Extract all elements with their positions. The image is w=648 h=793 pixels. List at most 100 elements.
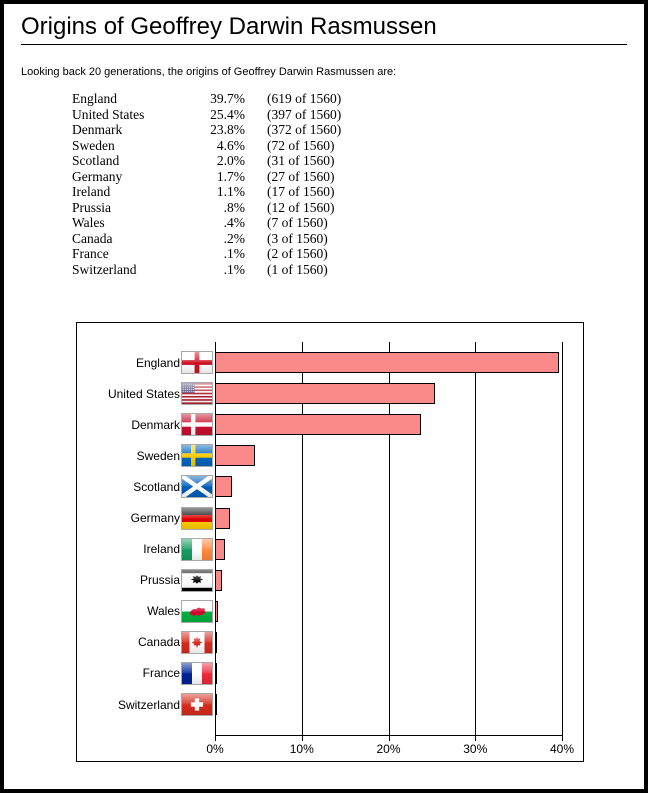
scotland-flag-icon (181, 475, 213, 499)
bar-label-france: France (142, 666, 180, 681)
bar-switzerland (215, 694, 217, 716)
axis-tick (215, 735, 216, 741)
page-title: Origins of Geoffrey Darwin Rasmussen (21, 13, 437, 40)
origin-row-france: France .1% (2 of 1560) (72, 246, 644, 262)
origin-percent: 25.4% (210, 106, 245, 122)
axis-tick (301, 735, 303, 741)
origin-percent: .4% (223, 215, 245, 230)
prussia-flag-icon (181, 568, 213, 592)
bar-sweden (215, 445, 255, 467)
chart-row-wales: Wales (77, 596, 583, 627)
bar-france (215, 662, 217, 684)
origin-country: Wales (72, 215, 105, 230)
sweden-flag-icon (181, 444, 213, 468)
germany-flag-icon (181, 506, 213, 530)
bar-scotland (215, 476, 233, 498)
chart-row-england: England (77, 347, 583, 378)
bar-label-denmark: Denmark (131, 417, 180, 432)
origin-country: Germany (72, 168, 123, 184)
origin-count: (72 of 1560) (267, 137, 335, 153)
origin-percent: .2% (223, 230, 245, 246)
chart-row-france: France (77, 658, 583, 689)
origin-percent: .8% (223, 199, 245, 215)
origin-percent: .1% (223, 246, 245, 261)
bar-track (215, 569, 562, 591)
canada-flag-icon (181, 630, 213, 654)
origin-percent: 4.6% (216, 137, 245, 153)
origin-percent: 1.7% (216, 168, 245, 184)
origin-row-prussia: Prussia .8% (12 of 1560) (72, 200, 644, 216)
bar-track (215, 445, 562, 467)
origin-country: France (72, 246, 109, 261)
origin-row-germany: Germany 1.7% (27 of 1560) (72, 169, 644, 185)
origin-country: Prussia (72, 199, 112, 215)
bar-wales (215, 600, 219, 622)
chart-row-sweden: Sweden (77, 440, 583, 471)
axis-tick-label: 40% (549, 742, 575, 756)
denmark-flag-icon (181, 413, 213, 437)
bar-label-prussia: Prussia (139, 573, 180, 588)
bar-track (215, 662, 562, 684)
origin-row-sweden: Sweden 4.6% (72 of 1560) (72, 138, 644, 154)
bar-canada (215, 631, 217, 653)
bar-track (215, 507, 562, 529)
ireland-flag-icon (181, 537, 213, 561)
bar-label-england: England (135, 355, 180, 370)
origin-count: (3 of 1560) (267, 230, 328, 246)
chart-row-united-states: United States (77, 378, 583, 409)
origin-count: (1 of 1560) (267, 261, 328, 277)
bar-track (215, 631, 562, 653)
chart-row-switzerland: Switzerland (77, 689, 583, 720)
bar-track (215, 414, 562, 436)
bar-denmark (215, 414, 422, 436)
origin-count: (2 of 1560) (267, 246, 328, 261)
origin-percent: 2.0% (216, 153, 245, 168)
origin-row-united-states: United States 25.4% (397 of 1560) (72, 107, 644, 123)
origin-country: Scotland (72, 153, 120, 168)
bar-prussia (215, 569, 222, 591)
chart-row-prussia: Prussia (77, 565, 583, 596)
origin-row-canada: Canada .2% (3 of 1560) (72, 231, 644, 247)
origin-count: (12 of 1560) (267, 199, 335, 215)
origin-count: (31 of 1560) (267, 153, 335, 168)
title-rule (21, 44, 627, 45)
bar-united-states (215, 383, 436, 405)
gridline (562, 342, 563, 735)
bar-track (215, 600, 562, 622)
bar-track (215, 476, 562, 498)
chart-row-germany: Germany (77, 502, 583, 533)
origin-country: Ireland (72, 184, 111, 199)
bar-label-canada: Canada (137, 635, 180, 650)
origin-country: England (72, 91, 117, 106)
origin-count: (372 of 1560) (267, 122, 342, 137)
origin-percent: .1% (223, 261, 245, 277)
axis-tick-label: 20% (376, 742, 401, 756)
switzerland-flag-icon (181, 693, 213, 717)
axis-tick (388, 735, 390, 741)
origin-row-wales: Wales .4% (7 of 1560) (72, 215, 644, 231)
france-flag-icon (181, 661, 213, 685)
wales-flag-icon (181, 599, 213, 623)
bar-label-scotland: Scotland (133, 479, 180, 494)
origin-row-ireland: Ireland 1.1% (17 of 1560) (72, 184, 644, 200)
bar-label-germany: Germany (130, 511, 180, 526)
chart-rows: England United States Denmark Sweden Scotlan… (77, 347, 583, 720)
axis-tick (562, 735, 563, 741)
united-states-flag-icon (181, 382, 213, 406)
origin-row-scotland: Scotland 2.0% (31 of 1560) (72, 153, 644, 169)
bar-england (215, 352, 560, 374)
axis-tick-label: 10% (289, 742, 314, 756)
origin-row-denmark: Denmark 23.8% (372 of 1560) (72, 122, 644, 138)
gridline (301, 342, 303, 735)
origins-bar-chart: England United States Denmark Sweden Scotlan… (76, 322, 584, 762)
origin-country: Sweden (72, 137, 115, 153)
bar-track (215, 352, 562, 374)
chart-row-ireland: Ireland (77, 534, 583, 565)
chart-row-scotland: Scotland (77, 471, 583, 502)
origins-table: England 39.7% (619 of 1560) United States 25… (72, 91, 644, 277)
bar-track (215, 694, 562, 716)
origin-percent: 39.7% (210, 91, 245, 106)
bar-label-switzerland: Switzerland (117, 697, 180, 712)
bar-label-united-states: United States (107, 386, 180, 401)
